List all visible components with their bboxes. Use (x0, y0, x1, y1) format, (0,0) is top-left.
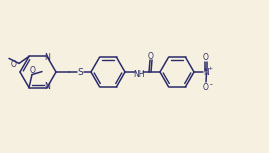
Text: NH: NH (133, 69, 145, 78)
Text: -: - (210, 80, 212, 90)
Text: O: O (11, 60, 17, 69)
Text: N: N (45, 53, 51, 62)
Text: O: O (30, 66, 36, 75)
Text: +: + (207, 66, 212, 71)
Text: N: N (45, 82, 51, 91)
Text: N: N (204, 67, 209, 76)
Text: O: O (203, 82, 209, 91)
Text: O: O (148, 52, 154, 60)
Text: S: S (77, 67, 83, 76)
Text: O: O (203, 52, 209, 62)
